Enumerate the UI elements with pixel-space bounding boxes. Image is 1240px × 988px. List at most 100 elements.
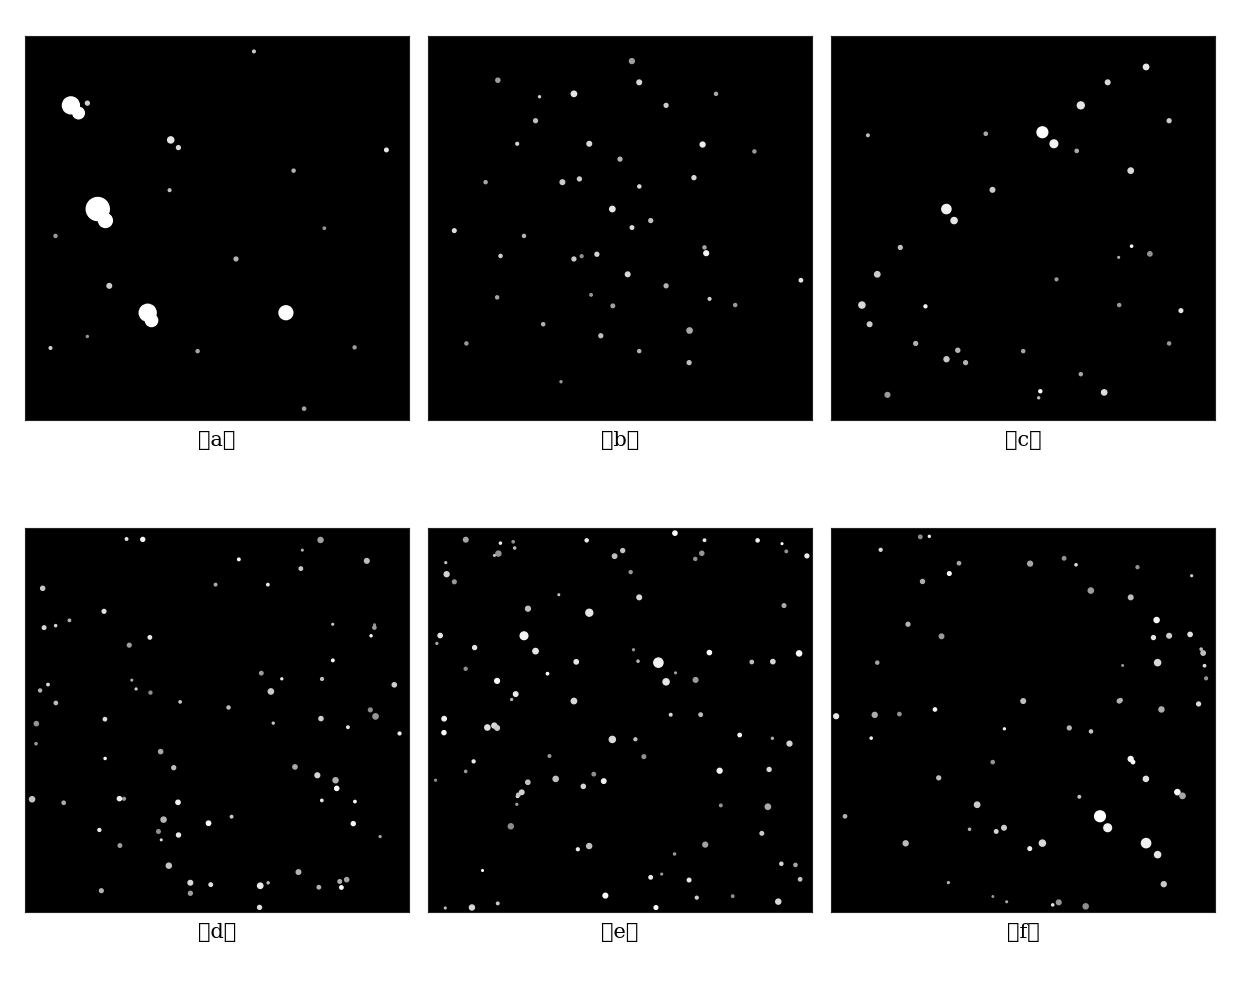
Circle shape bbox=[833, 714, 838, 718]
Circle shape bbox=[62, 97, 79, 114]
Circle shape bbox=[35, 721, 38, 726]
Circle shape bbox=[591, 773, 595, 776]
Circle shape bbox=[332, 623, 334, 625]
Circle shape bbox=[279, 306, 293, 320]
Circle shape bbox=[148, 635, 151, 639]
Circle shape bbox=[156, 830, 160, 833]
Circle shape bbox=[903, 841, 908, 846]
X-axis label: （d）: （d） bbox=[197, 924, 236, 943]
Circle shape bbox=[1167, 633, 1172, 638]
Circle shape bbox=[665, 104, 668, 108]
Circle shape bbox=[613, 554, 616, 558]
Circle shape bbox=[30, 796, 35, 802]
Circle shape bbox=[867, 322, 872, 327]
Circle shape bbox=[585, 610, 593, 617]
Circle shape bbox=[296, 869, 301, 874]
Circle shape bbox=[637, 350, 641, 353]
Circle shape bbox=[1205, 677, 1208, 680]
Circle shape bbox=[637, 595, 641, 600]
Circle shape bbox=[301, 549, 303, 551]
Circle shape bbox=[1131, 761, 1135, 764]
Circle shape bbox=[1154, 660, 1161, 666]
Circle shape bbox=[794, 864, 797, 866]
Circle shape bbox=[776, 899, 781, 904]
Circle shape bbox=[1075, 564, 1078, 566]
Circle shape bbox=[444, 572, 449, 577]
Circle shape bbox=[68, 619, 71, 621]
Circle shape bbox=[719, 804, 722, 806]
Circle shape bbox=[1078, 102, 1084, 109]
Circle shape bbox=[141, 537, 145, 541]
Circle shape bbox=[1101, 389, 1107, 395]
Circle shape bbox=[1159, 707, 1164, 712]
Circle shape bbox=[55, 234, 57, 237]
Circle shape bbox=[663, 679, 670, 685]
Circle shape bbox=[125, 537, 128, 540]
Circle shape bbox=[637, 660, 639, 662]
Circle shape bbox=[188, 891, 192, 895]
Circle shape bbox=[107, 284, 112, 288]
Circle shape bbox=[445, 562, 446, 563]
Circle shape bbox=[661, 873, 662, 875]
Circle shape bbox=[516, 803, 518, 805]
Circle shape bbox=[526, 607, 531, 612]
Circle shape bbox=[315, 773, 320, 778]
Circle shape bbox=[738, 733, 742, 737]
Circle shape bbox=[582, 784, 585, 788]
Circle shape bbox=[732, 895, 734, 897]
Circle shape bbox=[1068, 726, 1071, 730]
Circle shape bbox=[673, 853, 676, 855]
Circle shape bbox=[707, 650, 712, 655]
Circle shape bbox=[874, 272, 880, 277]
Circle shape bbox=[985, 132, 987, 135]
Circle shape bbox=[699, 551, 704, 555]
Circle shape bbox=[373, 713, 378, 719]
Circle shape bbox=[1038, 397, 1039, 399]
Circle shape bbox=[373, 624, 376, 625]
Circle shape bbox=[1128, 595, 1133, 600]
Circle shape bbox=[963, 361, 967, 365]
Circle shape bbox=[601, 779, 606, 783]
Circle shape bbox=[771, 737, 774, 739]
Circle shape bbox=[176, 800, 180, 804]
Circle shape bbox=[161, 817, 166, 822]
Circle shape bbox=[159, 750, 162, 754]
Circle shape bbox=[603, 893, 608, 898]
Circle shape bbox=[687, 878, 691, 882]
Circle shape bbox=[484, 181, 487, 184]
X-axis label: （e）: （e） bbox=[601, 924, 639, 943]
Circle shape bbox=[118, 796, 122, 800]
Circle shape bbox=[538, 96, 541, 98]
Circle shape bbox=[176, 145, 180, 149]
Circle shape bbox=[47, 684, 50, 686]
Circle shape bbox=[210, 883, 212, 886]
Circle shape bbox=[268, 689, 274, 695]
Circle shape bbox=[495, 725, 500, 730]
Circle shape bbox=[485, 725, 490, 730]
Circle shape bbox=[303, 407, 306, 410]
Circle shape bbox=[599, 334, 603, 338]
Circle shape bbox=[1143, 777, 1148, 782]
Circle shape bbox=[520, 790, 525, 794]
Circle shape bbox=[465, 342, 467, 345]
Circle shape bbox=[492, 723, 497, 728]
Circle shape bbox=[1168, 342, 1171, 345]
Circle shape bbox=[73, 108, 84, 119]
Circle shape bbox=[771, 659, 775, 664]
Circle shape bbox=[859, 302, 866, 308]
Circle shape bbox=[123, 797, 125, 800]
Circle shape bbox=[936, 776, 941, 780]
Circle shape bbox=[642, 755, 646, 759]
Circle shape bbox=[653, 658, 663, 667]
Circle shape bbox=[253, 50, 255, 52]
Circle shape bbox=[703, 842, 708, 847]
Circle shape bbox=[867, 134, 869, 136]
Circle shape bbox=[135, 688, 138, 690]
Circle shape bbox=[299, 567, 303, 570]
Circle shape bbox=[139, 304, 156, 321]
Circle shape bbox=[629, 571, 632, 574]
Circle shape bbox=[572, 257, 575, 261]
Circle shape bbox=[1075, 149, 1079, 152]
Circle shape bbox=[1152, 635, 1156, 639]
Circle shape bbox=[595, 252, 599, 256]
